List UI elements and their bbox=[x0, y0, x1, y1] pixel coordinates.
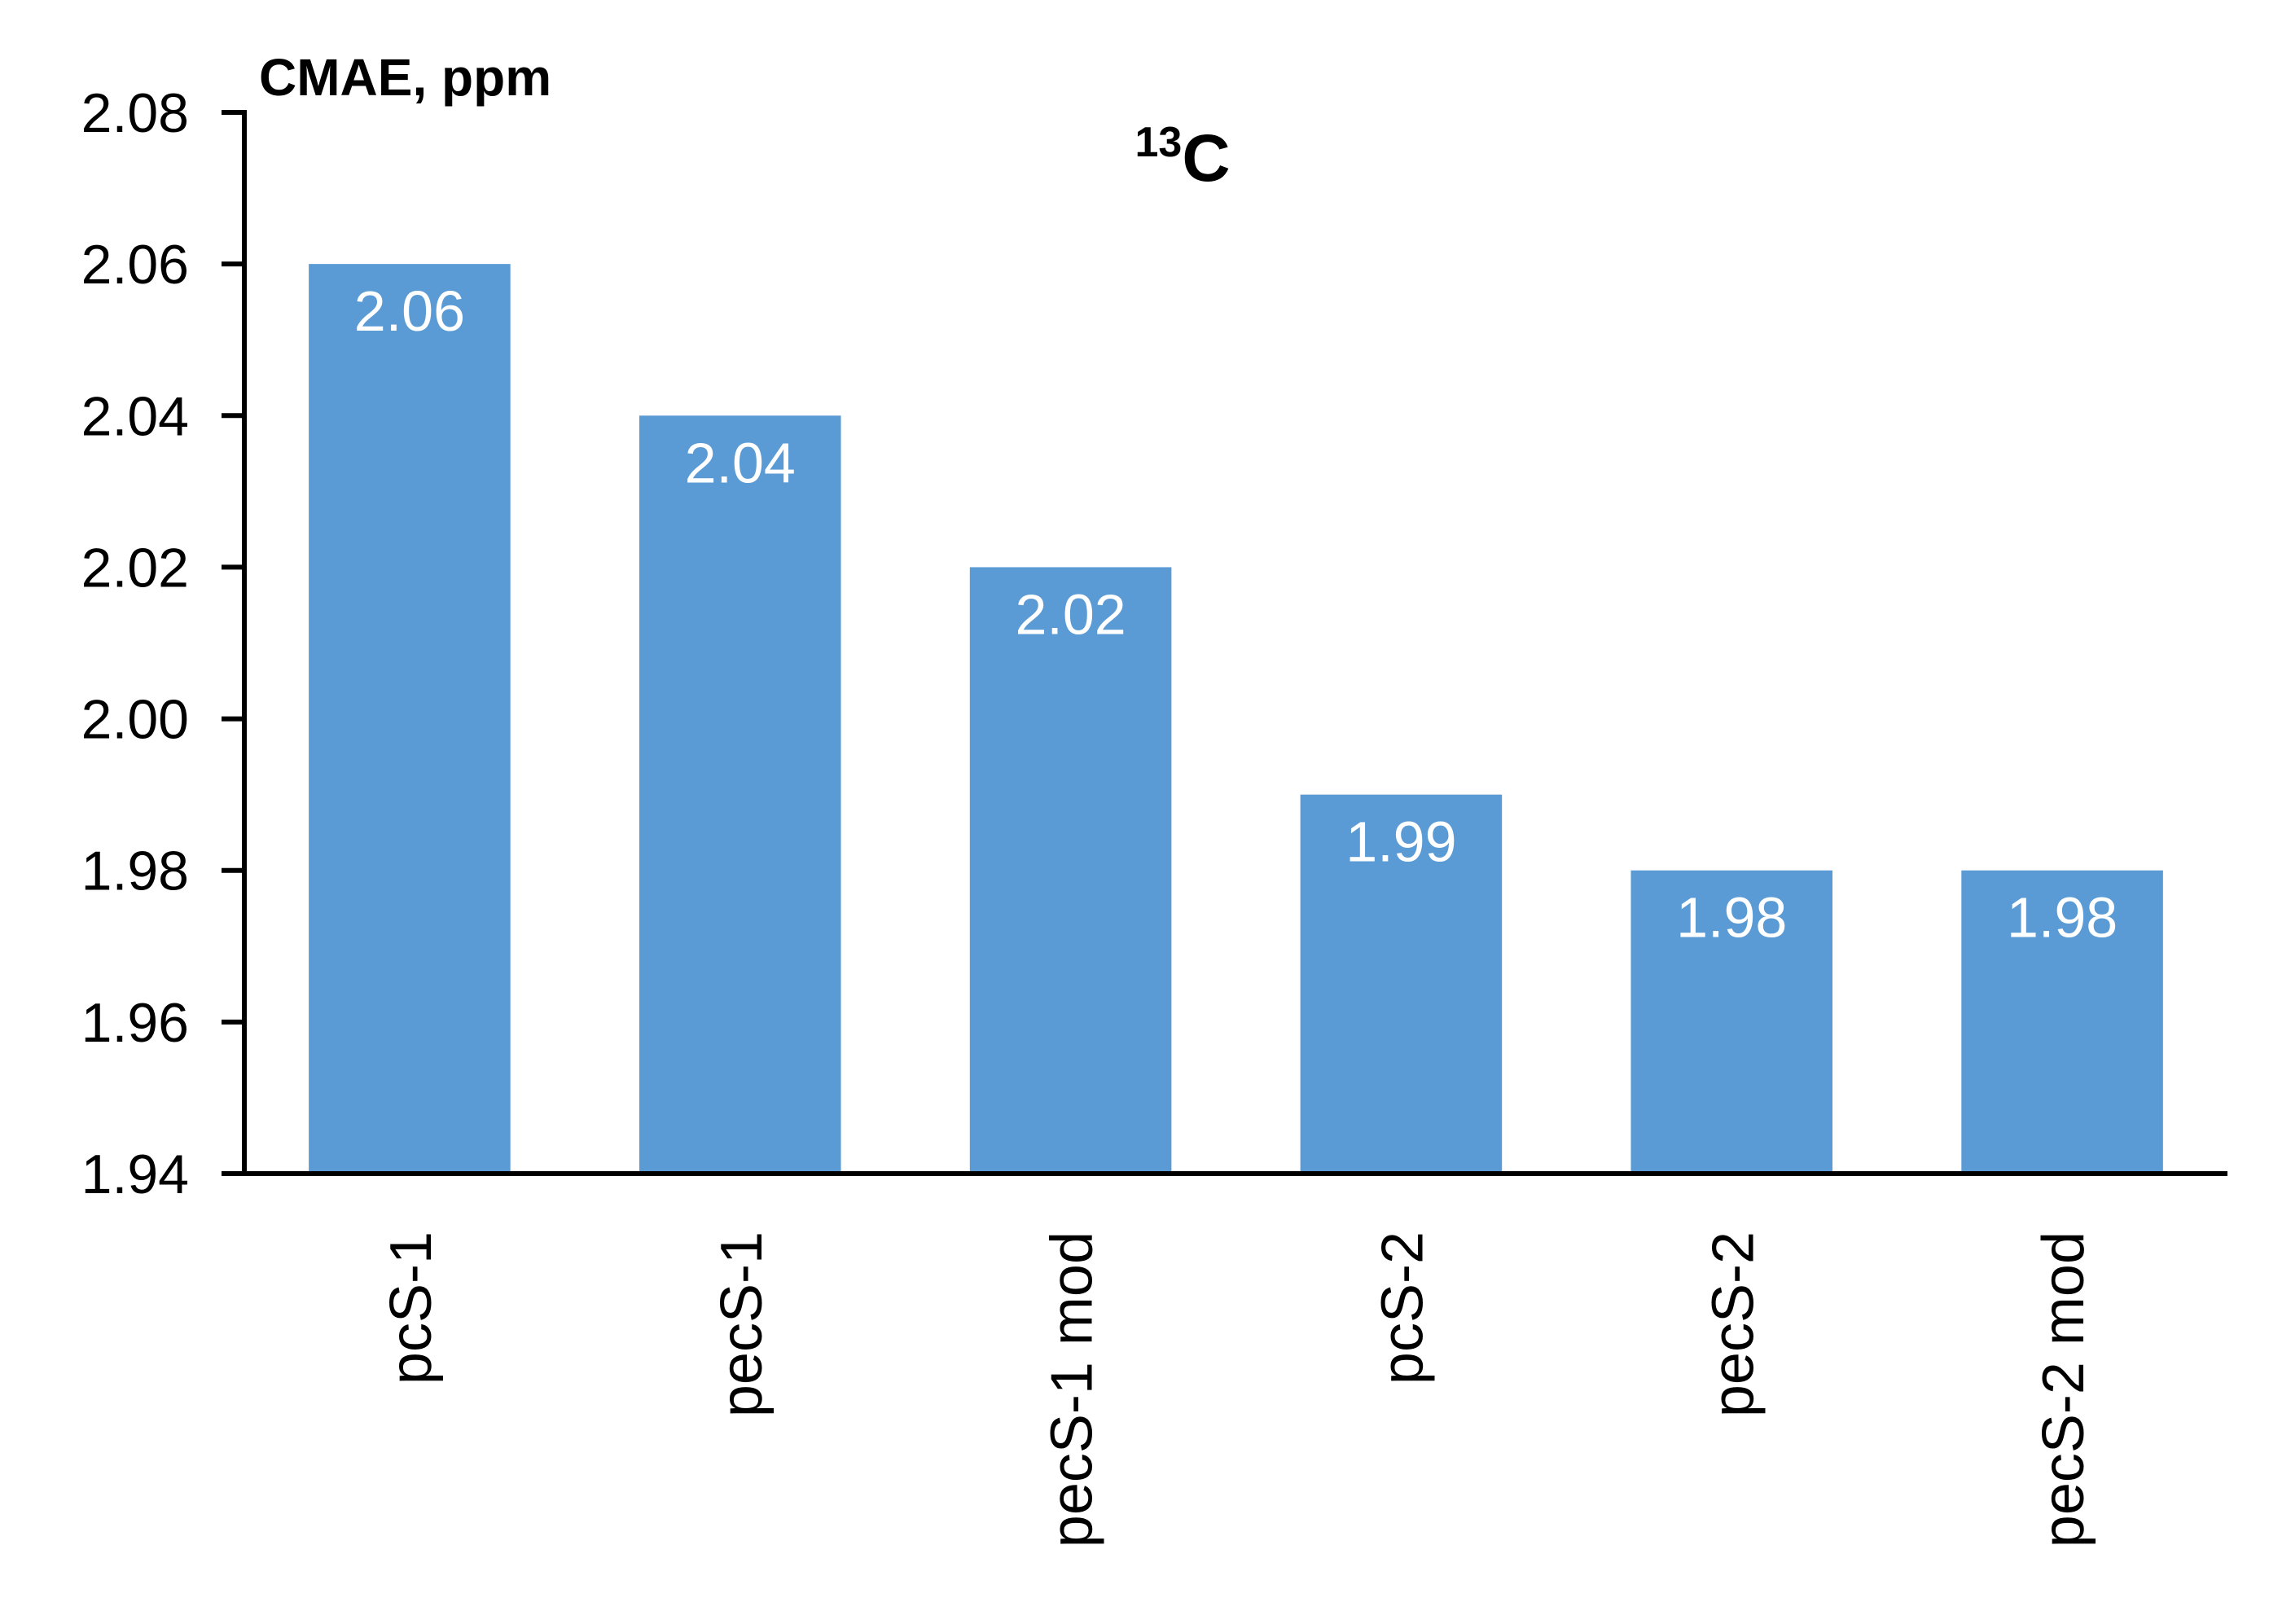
chart-title: 13C bbox=[1134, 119, 1230, 195]
bar bbox=[1300, 794, 1503, 1174]
data-labels: 2.06 2.04 2.02 1.99 1.98 1.98 bbox=[354, 279, 2118, 950]
bar bbox=[639, 415, 841, 1174]
x-category-label: pcS-2 bbox=[1370, 1231, 1435, 1385]
x-category-label: pcS-1 bbox=[379, 1231, 444, 1385]
bar bbox=[1961, 870, 2163, 1174]
chart-title-main: C bbox=[1182, 121, 1230, 195]
x-category-label: pecS-2 mod bbox=[2031, 1231, 2096, 1547]
y-axis-label: CMAE, ppm bbox=[259, 48, 551, 107]
bar-data-label: 2.06 bbox=[354, 279, 465, 343]
y-tick-label: 2.08 bbox=[81, 82, 189, 144]
y-tick-label: 1.98 bbox=[81, 841, 189, 902]
chart-title-superscript: 13 bbox=[1134, 119, 1182, 166]
x-category-label: pecS-2 bbox=[1701, 1231, 1766, 1417]
bar-data-label: 2.02 bbox=[1015, 582, 1126, 646]
y-tick-label: 2.04 bbox=[81, 385, 189, 447]
x-category-label: pecS-1 bbox=[709, 1231, 775, 1417]
y-tick-label: 2.06 bbox=[81, 234, 189, 296]
bar bbox=[969, 567, 1172, 1174]
y-axis-ticks: 1.94 1.96 1.98 2.00 2.02 2.04 2.06 2.08 bbox=[81, 82, 244, 1205]
y-tick-label: 1.96 bbox=[81, 992, 189, 1054]
bar-data-label: 1.99 bbox=[1345, 810, 1456, 874]
bars bbox=[309, 264, 2163, 1174]
bar bbox=[309, 264, 511, 1174]
y-tick-label: 2.00 bbox=[81, 689, 189, 751]
x-category-label: pecS-1 mod bbox=[1040, 1231, 1105, 1547]
bar-data-label: 1.98 bbox=[1676, 886, 1787, 950]
y-tick-label: 2.02 bbox=[81, 537, 189, 599]
bar-data-label: 1.98 bbox=[2007, 886, 2118, 950]
y-tick-label: 1.94 bbox=[81, 1143, 189, 1205]
bar bbox=[1630, 870, 1833, 1174]
bar-data-label: 2.04 bbox=[685, 431, 796, 494]
x-axis-labels: pcS-1 pecS-1 pecS-1 mod pcS-2 pecS-2 pecS-2 m… bbox=[379, 1231, 2096, 1547]
